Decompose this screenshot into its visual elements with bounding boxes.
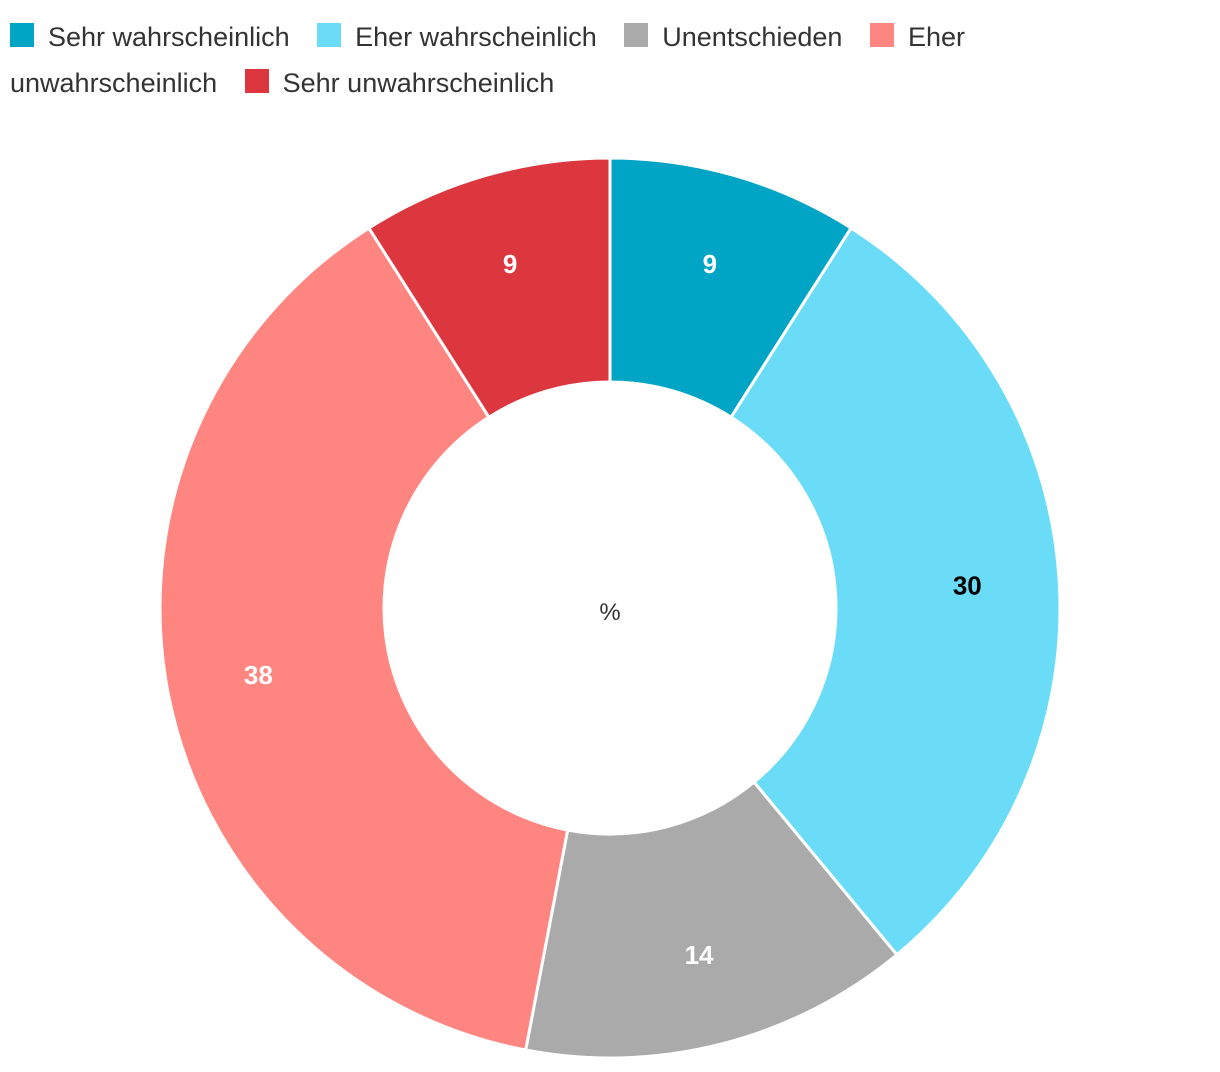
donut-slice-eher-unwahrscheinlich[interactable] <box>158 225 570 1052</box>
donut-slice-sehr-unwahrscheinlich[interactable] <box>366 156 612 420</box>
legend-item-sehr-wahrscheinlich[interactable]: Sehr wahrscheinlich <box>10 22 290 52</box>
legend-item-unentschieden[interactable]: Unentschieden <box>624 22 842 52</box>
legend-swatch <box>244 69 269 93</box>
slice-value-label: 30 <box>953 571 982 601</box>
chart-legend: Sehr wahrscheinlich Eher wahrscheinlich … <box>10 14 1010 106</box>
legend-swatch <box>869 23 894 47</box>
donut-slice-eher-wahrscheinlich[interactable] <box>729 225 1062 957</box>
legend-label: Sehr unwahrscheinlich <box>282 68 555 98</box>
slice-labels: 9 30 14 38 9 <box>244 249 982 970</box>
slice-value-label: 9 <box>703 249 717 279</box>
legend-label: Unentschieden <box>662 22 843 52</box>
legend-item-sehr-unwahrscheinlich[interactable]: Sehr unwahrscheinlich <box>244 68 555 98</box>
legend-item-eher-unwahrscheinlich[interactable]: Eher unwahrscheinlich <box>10 22 965 98</box>
legend-label: Eher wahrscheinlich <box>355 22 597 52</box>
legend-item-eher-wahrscheinlich[interactable]: Eher wahrscheinlich <box>317 22 597 52</box>
legend-label: Sehr wahrscheinlich <box>48 22 290 52</box>
slice-value-label: 38 <box>244 660 273 690</box>
legend-swatch <box>10 23 34 47</box>
center-label: % <box>599 599 620 626</box>
legend-swatch <box>624 23 649 47</box>
legend-swatch <box>317 23 342 47</box>
slice-value-label: 14 <box>685 940 714 970</box>
donut-slices <box>158 156 1062 1060</box>
slice-value-label: 9 <box>503 249 517 279</box>
legend-label: Eher unwahrscheinlich <box>10 22 965 98</box>
donut-slice-unentschieden[interactable] <box>523 780 899 1060</box>
